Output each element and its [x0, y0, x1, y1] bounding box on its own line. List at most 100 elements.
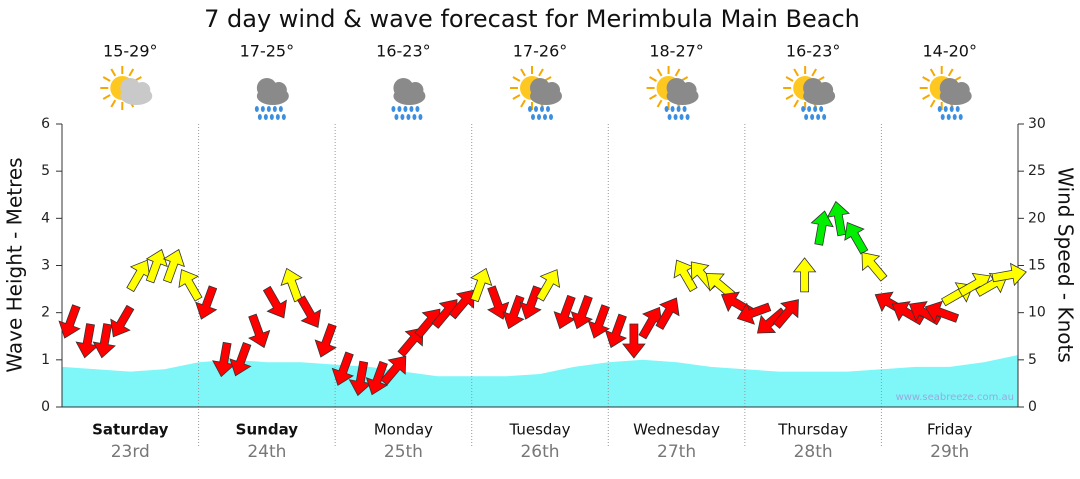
wind-arrow	[92, 323, 116, 359]
sun-ray	[520, 68, 526, 77]
wind-arrow-shape	[331, 351, 354, 386]
wind-arrow	[487, 285, 510, 320]
cloud	[680, 82, 697, 98]
rain-drop	[418, 114, 423, 120]
weather-icon	[919, 66, 972, 120]
rain-drop	[952, 114, 957, 120]
wind-arrow-shape	[535, 269, 561, 302]
wind-arrow-shape	[861, 251, 888, 282]
day-temp: 14-20°	[922, 42, 977, 61]
sun-ray	[785, 76, 794, 82]
wind-arrow-shape	[772, 299, 799, 329]
wind-arrow	[502, 294, 525, 330]
wind-arrow	[162, 248, 185, 284]
rain-drop	[685, 114, 690, 120]
wind-arrow-shape	[195, 285, 218, 320]
rain-drop	[682, 106, 687, 112]
day-name: Friday	[927, 421, 973, 439]
wind-arrow-shape	[448, 289, 475, 320]
rain-drop	[958, 114, 963, 120]
wind-arrow	[229, 341, 252, 377]
wind-arrow	[844, 221, 869, 255]
y2-tick-label: 5	[1028, 352, 1037, 368]
y-axis-title: Wave Height - Metres	[3, 157, 27, 372]
day-temp: 18-27°	[649, 42, 704, 61]
cloud	[953, 82, 970, 98]
y-tick-label: 1	[41, 352, 50, 368]
wind-arrow-shape	[844, 221, 869, 255]
y-tick-label: 6	[41, 116, 50, 132]
wind-arrow	[110, 304, 135, 338]
wind-arrow	[145, 248, 168, 284]
day-temp: 17-25°	[240, 42, 295, 61]
wind-arrow-shape	[792, 257, 817, 293]
wind-arrow-shape	[924, 300, 960, 323]
weather-icon	[510, 66, 562, 120]
rain-drop	[412, 114, 417, 120]
wind-arrow	[772, 299, 799, 329]
rain-drop	[946, 114, 951, 120]
wind-arrow	[604, 313, 628, 349]
rain-drop	[260, 106, 265, 112]
day-name: Thursday	[777, 421, 848, 439]
rain-drop	[679, 114, 684, 120]
wind-arrow	[792, 257, 817, 293]
wind-arrow-shape	[262, 285, 287, 319]
sun-ray	[102, 76, 111, 82]
chart-title: 7 day wind & wave forecast for Merimbula…	[204, 5, 860, 33]
wind-arrow-shape	[178, 269, 203, 302]
wind-arrow-shape	[380, 355, 407, 386]
day-temp: 15-29°	[103, 42, 158, 61]
weather-icon	[391, 78, 426, 120]
y-tick-label: 4	[41, 210, 50, 226]
day-date: 28th	[794, 442, 833, 462]
rain-drop	[940, 114, 945, 120]
wind-arrow	[296, 295, 322, 328]
day-name: Saturday	[92, 421, 169, 439]
rain-drop	[397, 106, 402, 112]
rain-drop	[670, 106, 675, 112]
wind-arrow-shape	[397, 327, 424, 358]
rain-drop	[667, 114, 672, 120]
day-temp: 16-23°	[376, 42, 431, 61]
wind-arrow	[448, 289, 475, 320]
day-temp: 17-26°	[513, 42, 568, 61]
y2-tick-label: 15	[1028, 258, 1046, 274]
y2-tick-label: 20	[1028, 210, 1046, 226]
wind-arrow	[195, 285, 218, 320]
rain-drop	[816, 114, 821, 120]
rain-drop	[810, 114, 815, 120]
y-tick-label: 3	[41, 258, 50, 274]
cloud	[817, 82, 834, 98]
y-tick-label: 5	[41, 163, 50, 179]
rain-drop	[955, 106, 960, 112]
wind-arrow-shape	[92, 323, 116, 359]
wind-arrow	[380, 355, 407, 386]
rain-drop	[673, 114, 678, 120]
sun-ray	[785, 94, 794, 100]
weather-icon	[646, 66, 699, 120]
wind-arrow	[991, 262, 1027, 287]
sun-ray	[793, 68, 800, 77]
wind-arrow-shape	[365, 360, 389, 396]
wind-arrow	[861, 251, 888, 282]
wind-arrow	[178, 269, 203, 302]
rain-drop	[400, 114, 405, 120]
wind-arrow	[470, 267, 493, 303]
rain-drop	[266, 106, 271, 112]
wind-arrow	[587, 304, 611, 339]
weather-icon	[783, 66, 836, 120]
day-date: 29th	[930, 442, 969, 462]
wind-arrow-shape	[145, 248, 168, 284]
rain-drop	[257, 114, 262, 120]
wind-arrow	[655, 297, 680, 330]
rain-drop	[664, 106, 669, 112]
y-tick-label: 2	[41, 305, 50, 321]
sun-ray	[674, 68, 681, 77]
rain-drop	[275, 114, 280, 120]
wind-arrow	[622, 323, 646, 359]
wind-arrow	[248, 313, 271, 349]
wind-arrow-shape	[736, 302, 772, 325]
sun-ray	[649, 94, 657, 100]
day-date: 23rd	[111, 442, 150, 462]
